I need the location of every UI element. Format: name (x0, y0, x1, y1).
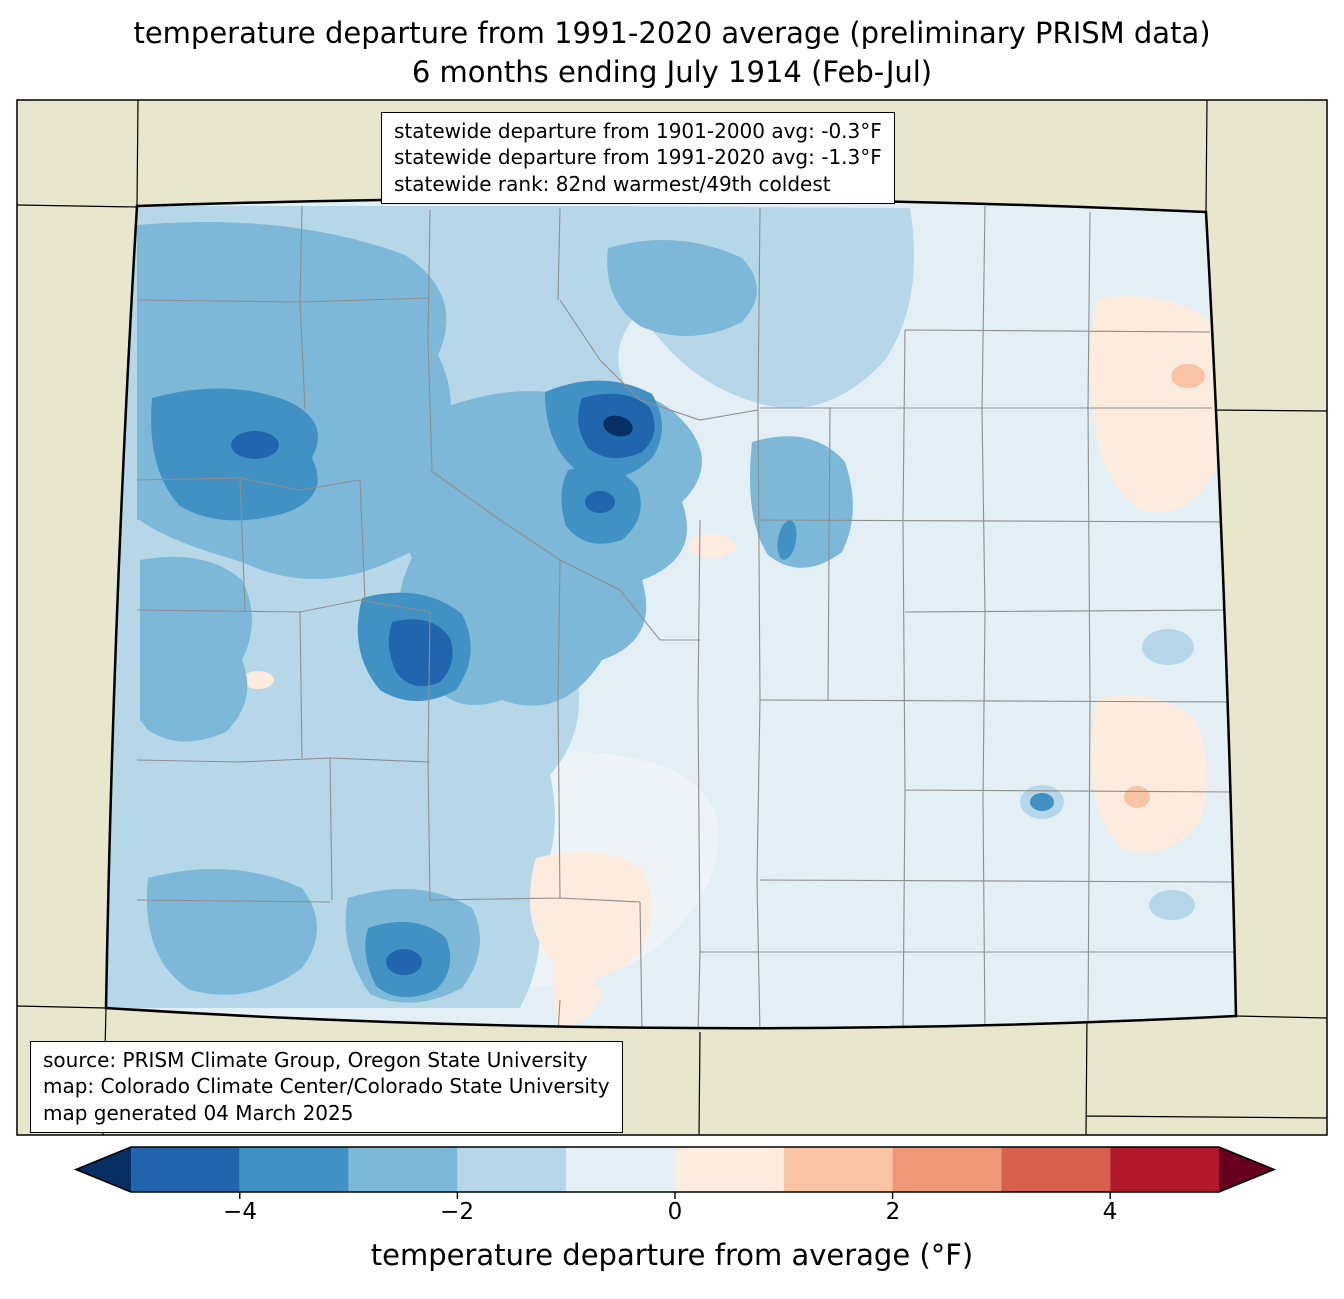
colorbar-segment-8 (892, 1147, 1002, 1192)
contour-pink-patch (1090, 695, 1208, 853)
colorbar-tick-label: −4 (223, 1199, 257, 1225)
source-line-2: map: Colorado Climate Center/Colorado St… (43, 1074, 610, 1099)
county-borders (136, 205, 1236, 1029)
source-line-3: map generated 04 March 2025 (43, 1100, 354, 1125)
contour-darkest-core (388, 619, 453, 687)
colorbar-outline (73, 1146, 1277, 1193)
contour-dark-blue (777, 520, 797, 560)
stats-line-2: statewide departure from 1991-2020 avg: … (394, 145, 882, 170)
contour-dark-blue (1030, 793, 1054, 811)
temperature-contours (106, 206, 1225, 1027)
contour-medium-blue (607, 240, 757, 337)
contour-dark-blue (151, 388, 318, 521)
colorbar-segment-6 (675, 1147, 784, 1192)
colorbar-right-arrow (1219, 1147, 1274, 1192)
colorbar-segment-7 (783, 1147, 893, 1192)
colorbar-tick-label: 2 (885, 1199, 901, 1225)
contour-navy-core (603, 415, 633, 437)
contour-darkest-core (231, 431, 279, 459)
contour-pink-patch (552, 948, 602, 1027)
colorbar-segment-3 (348, 1147, 458, 1192)
title-line-2: 6 months ending July 1914 (Feb-Jul) (411, 54, 933, 89)
contour-east-spot (1142, 629, 1194, 665)
contour-salmon-dot (1171, 364, 1205, 388)
colorbar-segment-1 (131, 1147, 240, 1192)
contour-darkest-core (386, 949, 422, 975)
contour-salmon-dot (1124, 786, 1150, 808)
contour-east-spot (1149, 890, 1195, 920)
colorbar-segment-2 (239, 1147, 349, 1192)
contour-pink-patch (1089, 296, 1225, 513)
stats-box: statewide departure from 1901-2000 avg: … (381, 112, 895, 205)
source-line-1: source: PRISM Climate Group, Oregon Stat… (43, 1048, 588, 1072)
stats-line-1: statewide departure from 1901-2000 avg: … (394, 119, 882, 143)
stats-line-3: statewide rank: 82nd warmest/49th coldes… (394, 171, 831, 196)
colorbar-tick-label: −2 (440, 1199, 474, 1225)
contour-pink-patch (688, 534, 736, 558)
figure-title: temperature departure from 1991-2020 ave… (0, 14, 1344, 92)
colorbar-left-arrow (76, 1147, 131, 1192)
colorbar-axis-label: temperature departure from average (°F) (370, 1238, 974, 1272)
colorbar-segment-10 (1110, 1147, 1219, 1192)
colorbar-tick-label: 0 (667, 1199, 683, 1225)
colorbar (73, 1146, 1277, 1199)
contour-medium-blue (750, 436, 853, 568)
colorbar-segment-4 (457, 1147, 567, 1192)
colorbar-segment-5 (566, 1147, 675, 1192)
contour-pink-patch (242, 671, 274, 689)
colorbar-tick-label: 4 (1102, 1199, 1118, 1225)
contour-pink-patch (530, 851, 652, 979)
contour-darkest-core (585, 491, 615, 513)
colorbar-segment-9 (1001, 1147, 1111, 1192)
source-box: source: PRISM Climate Group, Oregon Stat… (30, 1041, 623, 1134)
contour-medium-blue (140, 556, 252, 742)
title-line-1: temperature departure from 1991-2020 ave… (133, 16, 1211, 50)
colorbar-tick-marks (239, 1192, 1111, 1199)
